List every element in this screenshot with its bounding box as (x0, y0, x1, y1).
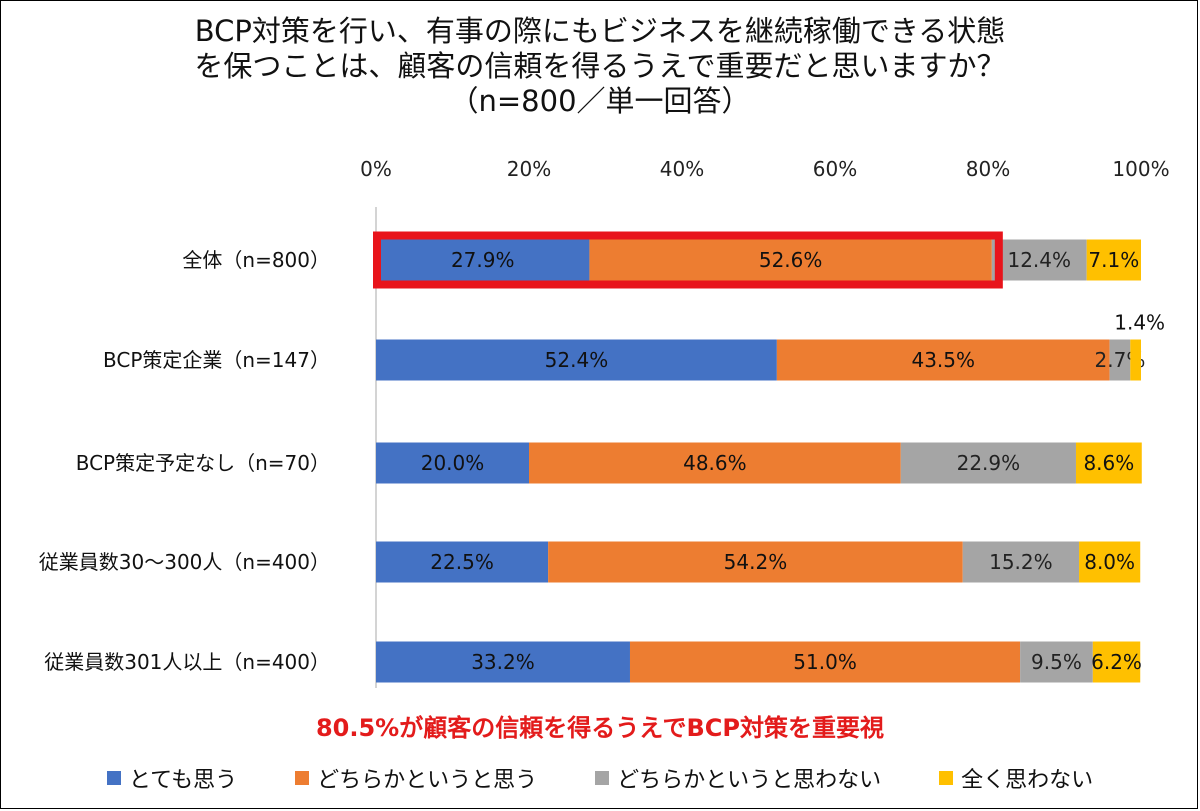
data-label: 54.2% (724, 550, 788, 574)
data-label: 9.5% (1031, 650, 1082, 674)
bar-segment (1086, 239, 1141, 281)
data-label: 22.5% (430, 550, 494, 574)
category-label: 従業員数301人以上（n=400） (44, 650, 330, 674)
bar-segment (529, 442, 901, 484)
chart-legend: とても思う どちらかというと思う どちらかというと思わない 全く思わない (0, 762, 1200, 794)
data-label: 6.2% (1091, 650, 1142, 674)
bar-segment (629, 641, 1021, 683)
legend-swatch (595, 771, 610, 785)
chart-caption: 80.5%が顧客の信頼を得るうえでBCP対策を重要視 (315, 714, 885, 742)
category-label: 従業員数30〜300人（n=400） (39, 550, 330, 574)
bar-segment (589, 239, 992, 281)
category-label: BCP策定予定なし（n=70） (76, 451, 330, 475)
data-label: 15.2% (989, 550, 1053, 574)
data-label: 43.5% (911, 348, 975, 372)
x-tick-label: 40% (660, 157, 704, 181)
title-line-1: BCP対策を行い、有事の際にもビジネスを継続稼働できる状態 (194, 14, 1006, 48)
data-label: 22.9% (957, 451, 1021, 475)
data-label: 12.4% (1007, 248, 1071, 272)
bar-segment (1079, 541, 1141, 583)
data-label: 20.0% (421, 451, 485, 475)
title-line-3: （n=800／単一回答） (449, 84, 751, 118)
bar-segment (376, 442, 529, 484)
bar-segment (962, 541, 1080, 583)
bar-segment (991, 239, 1087, 281)
category-label: 全体（n=800） (182, 248, 330, 272)
data-label: 52.4% (545, 348, 609, 372)
legend-swatch (106, 771, 121, 785)
bar-segment (376, 541, 549, 583)
legend-label: どちらかというと思わない (617, 768, 882, 793)
data-label: 51.0% (793, 650, 857, 674)
x-tick-label: 20% (507, 157, 551, 181)
bar-segment (900, 442, 1076, 484)
bar-segment (776, 339, 1110, 381)
x-tick-label: 80% (966, 157, 1010, 181)
data-label: 27.9% (451, 248, 515, 272)
data-label: 7.1% (1088, 248, 1139, 272)
bar-segment (1130, 339, 1141, 381)
legend-item: どちらかというと思わない (595, 762, 881, 794)
data-label: 8.0% (1084, 550, 1135, 574)
x-tick-label: 60% (813, 157, 857, 181)
legend-item: どちらかというと思う (295, 762, 537, 794)
title-line-2: を保つことは、顧客の信頼を得るうえで重要だと思いますか？ (194, 49, 1006, 83)
chart-title: BCP対策を行い、有事の際にもビジネスを継続稼働できる状態 を保つことは、顧客の… (0, 14, 1200, 119)
legend-label: 全く思わない (961, 768, 1094, 793)
data-label: 33.2% (471, 650, 535, 674)
legend-item: 全く思わない (939, 762, 1093, 794)
legend-swatch (939, 771, 954, 785)
data-label: 52.6% (759, 248, 823, 272)
legend-label: とても思う (128, 768, 238, 793)
x-tick-label: 100% (1112, 157, 1169, 181)
legend-label: どちらかというと思う (317, 768, 538, 793)
bar-segment (1109, 339, 1131, 381)
bar-segment (548, 541, 963, 583)
bar-segment (1020, 641, 1093, 683)
bar-segment (376, 339, 777, 381)
bar-segment (376, 239, 590, 281)
data-label: 48.6% (683, 451, 747, 475)
legend-swatch (295, 771, 310, 785)
category-label: BCP策定企業（n=147） (103, 348, 330, 372)
bar-segment (1075, 442, 1142, 484)
data-label: 1.4% (1114, 311, 1165, 335)
x-tick-label: 0% (360, 157, 392, 181)
data-label: 8.6% (1083, 451, 1134, 475)
legend-item: とても思う (106, 762, 238, 794)
highlight-box (373, 231, 1003, 289)
bar-segment (1092, 641, 1141, 683)
bar-segment (376, 641, 630, 683)
